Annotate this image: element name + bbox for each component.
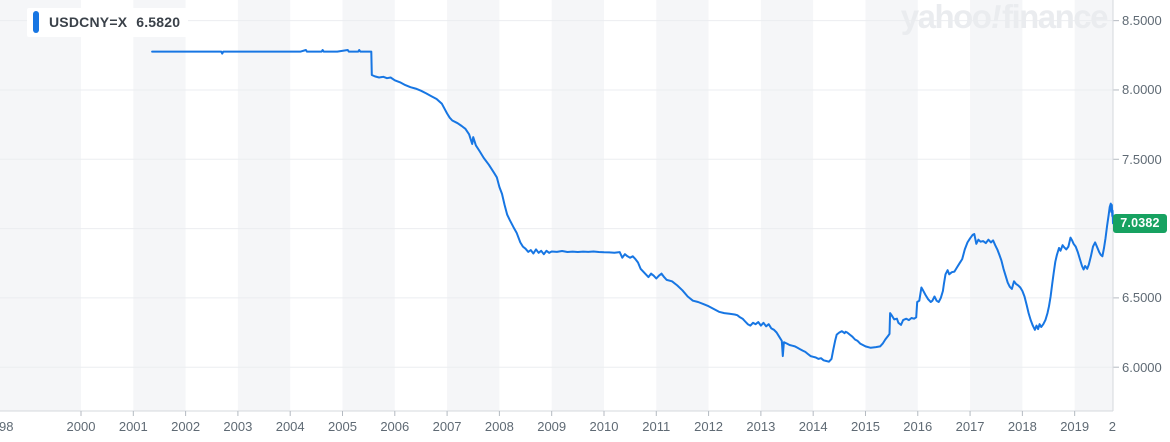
x-axis-label: 2013: [746, 419, 776, 434]
x-axis-label: 2019: [1060, 419, 1090, 434]
x-axis-label: 2010: [589, 419, 619, 434]
yahoo-finance-watermark: yahoo!finance: [900, 0, 1109, 36]
watermark-finance: finance: [1001, 0, 1109, 35]
x-axis-label: 2008: [484, 419, 514, 434]
y-axis-label: 7.5000: [1122, 151, 1162, 167]
x-axis-label: 2018: [1007, 419, 1037, 434]
year-stripe: [1074, 0, 1113, 411]
legend-last-value: 6.5820: [136, 14, 181, 30]
x-axis-label: 2005: [328, 419, 357, 434]
year-stripe: [551, 0, 604, 411]
x-axis-label: 2011: [642, 419, 671, 434]
x-axis-label: 2009: [537, 419, 567, 434]
year-stripe: [970, 0, 1023, 411]
x-axis-label: 2001: [118, 419, 148, 434]
y-axis-label: 8.5000: [1122, 13, 1162, 29]
x-axis-label: 2003: [223, 419, 253, 434]
year-stripe: [447, 0, 500, 411]
legend-symbol: USDCNY=X: [49, 14, 128, 30]
year-stripe: [237, 0, 291, 411]
legend-series-marker: [33, 11, 39, 33]
x-axis-label: 2000: [66, 419, 96, 434]
x-axis-label: 2004: [275, 419, 305, 434]
watermark-yahoo: yahoo: [900, 0, 992, 35]
x-axis-label: 98: [0, 419, 14, 434]
x-axis-label: 2006: [380, 419, 410, 434]
x-axis-label: 2016: [903, 419, 933, 434]
x-axis-label: 2002: [171, 419, 201, 434]
year-stripe: [656, 0, 709, 411]
year-stripe: [133, 0, 186, 411]
year-stripe: [865, 0, 918, 411]
x-axis-label: 2007: [432, 419, 462, 434]
year-stripe: [760, 0, 814, 411]
x-axis-label: 2014: [798, 419, 828, 434]
last-price-badge: 7.0382: [1113, 213, 1167, 233]
year-stripe: [342, 0, 395, 411]
x-axis-label: 2012: [694, 419, 724, 434]
y-axis-label: 6.0000: [1122, 359, 1162, 375]
x-axis-label: 2015: [851, 419, 880, 434]
year-stripe: [0, 0, 82, 411]
y-axis-label: 8.0000: [1122, 82, 1162, 98]
x-axis-label: 2017: [955, 419, 985, 434]
x-axis-label: 2: [1108, 419, 1116, 434]
chart-legend: USDCNY=X 6.5820: [27, 8, 189, 37]
price-line-series: [151, 49, 1114, 363]
y-axis-label: 6.5000: [1122, 290, 1162, 306]
